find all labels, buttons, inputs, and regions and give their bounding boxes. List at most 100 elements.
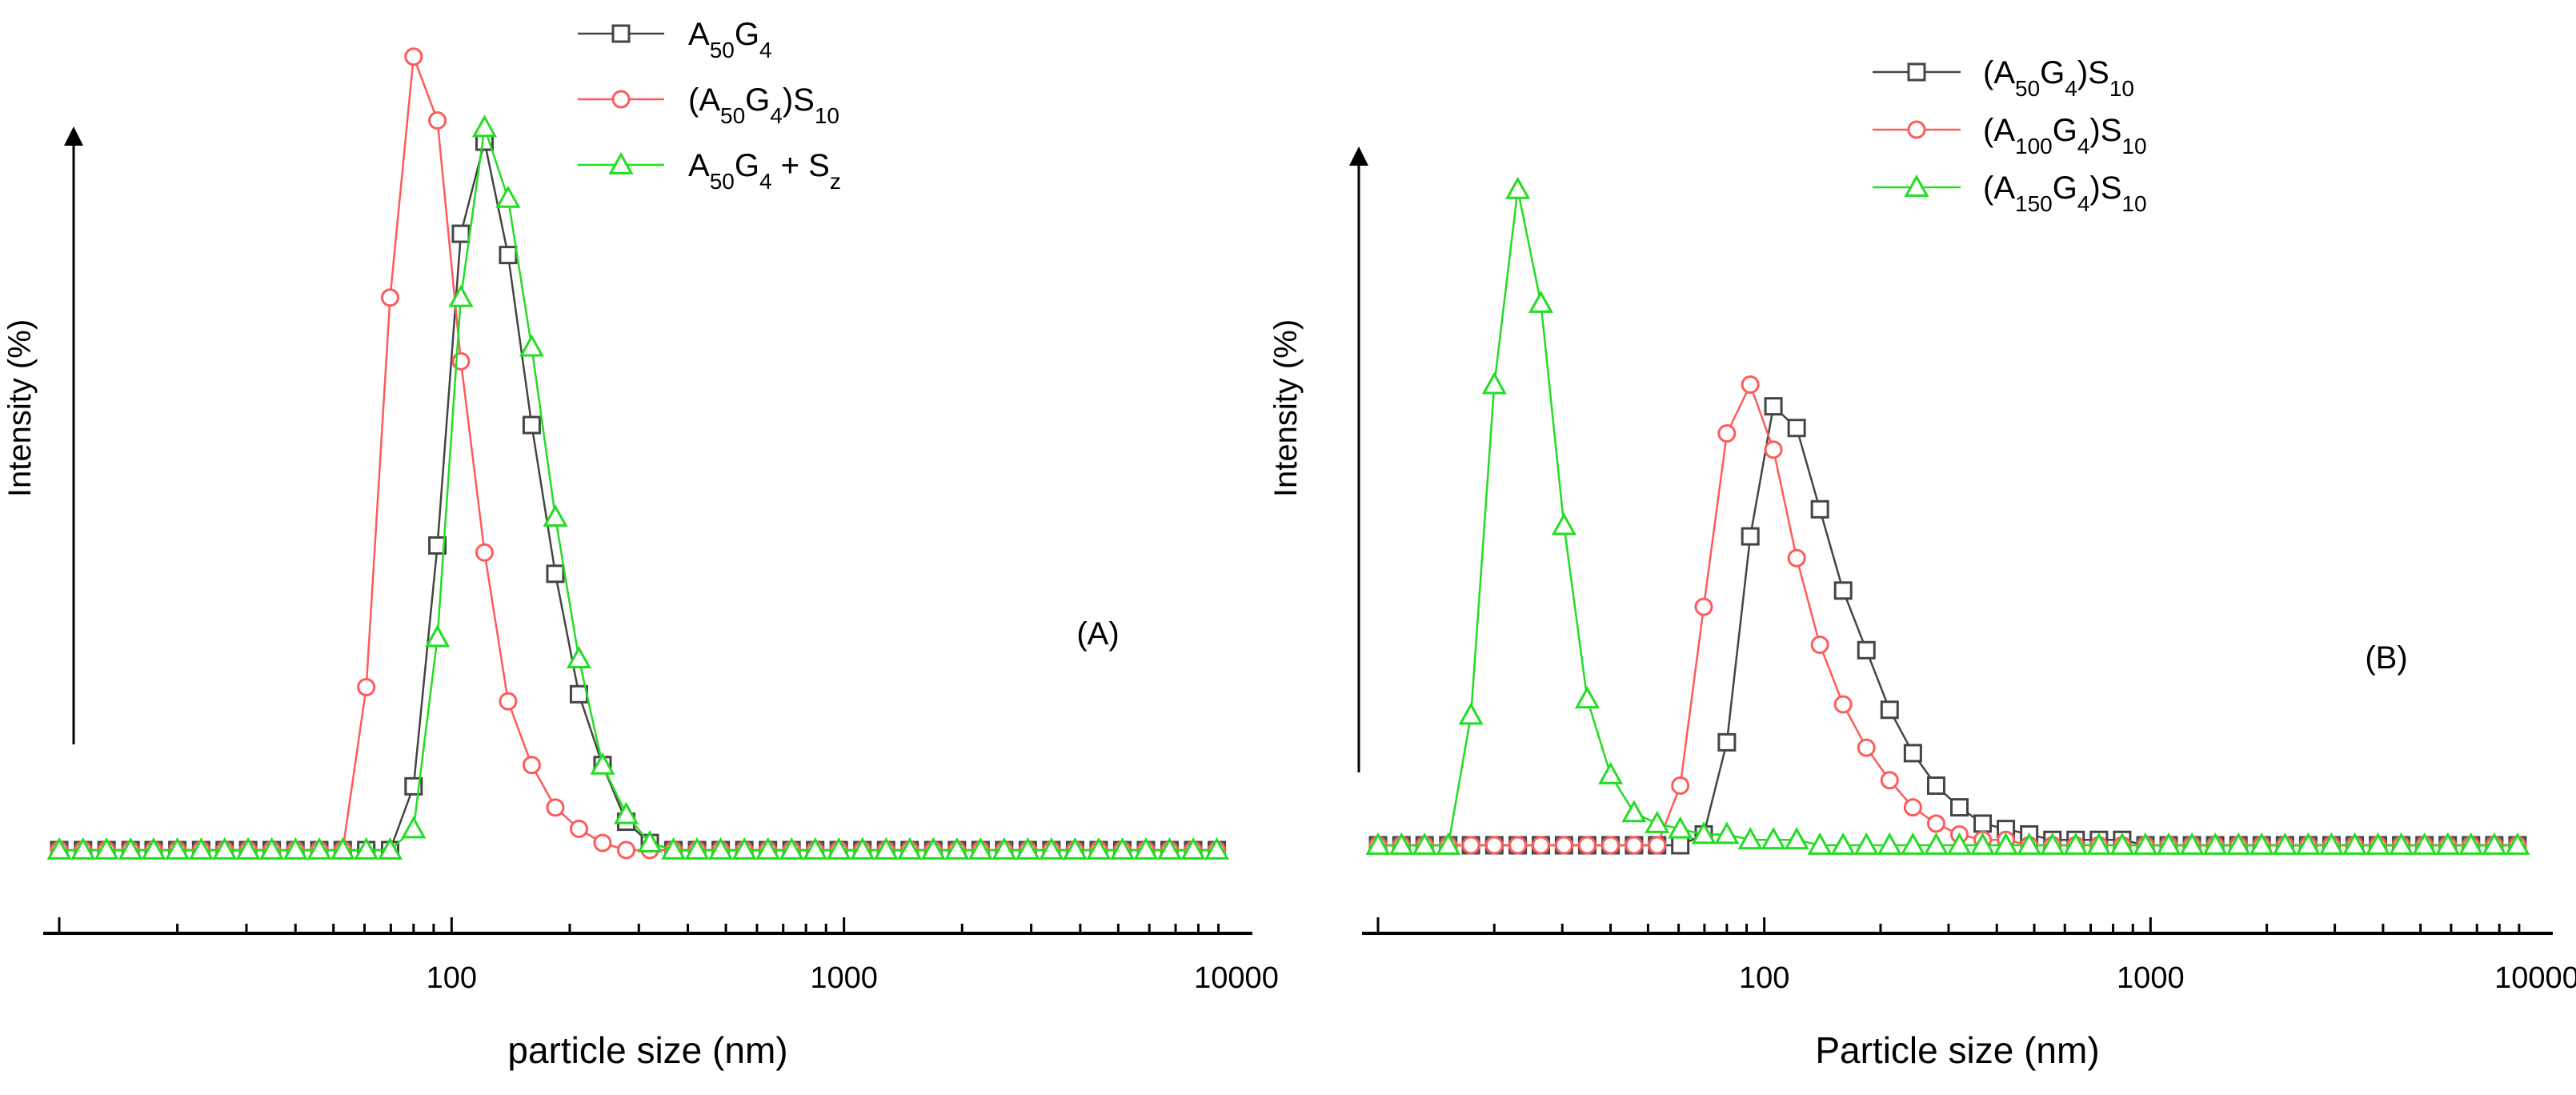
data-point [428, 110, 447, 130]
data-point [1784, 827, 1809, 850]
legend-label: A50G4 [688, 17, 772, 62]
y-axis-label: Intensity (%) [2, 319, 38, 497]
data-point [2109, 832, 2135, 855]
data-point [779, 836, 804, 860]
data-point [2156, 832, 2181, 855]
data-point [282, 836, 308, 860]
data-point [1694, 597, 1713, 616]
data-point [428, 535, 447, 555]
data-point [1551, 512, 1576, 535]
data-point [1810, 499, 1829, 519]
x-tick-label-10000: 10000 [1194, 961, 1279, 995]
data-point [992, 836, 1017, 860]
legend-label: (A50G4)S10 [1983, 55, 2134, 101]
data-point [2295, 832, 2321, 855]
data-point [731, 836, 757, 860]
data-point [2458, 832, 2484, 855]
legend-entry: (A50G4)S10 [1873, 55, 2134, 101]
data-point [2040, 832, 2065, 855]
data-point [590, 752, 615, 775]
series-a50g4 [50, 132, 1227, 860]
data-point [475, 543, 494, 562]
data-point [1668, 816, 1693, 839]
data-point [2063, 832, 2089, 855]
data-point [1365, 832, 1391, 855]
legend-label: A50G4 + Sz [688, 148, 841, 194]
data-point [1505, 176, 1531, 199]
data-point [1764, 440, 1783, 459]
series--a100g4-s10 [1368, 375, 2527, 855]
data-point [2318, 832, 2344, 855]
chart-panel-a: 100 1000 10000 particle size (nm) Intensity … [2, 17, 1279, 1071]
data-point [1481, 371, 1507, 395]
series-line [1378, 189, 2518, 847]
data-point [522, 415, 541, 435]
y-axis-label: Intensity (%) [1268, 319, 1304, 497]
data-point [1015, 836, 1040, 860]
data-point [1993, 832, 2019, 855]
data-point [2482, 832, 2507, 855]
legend-marker [1904, 174, 1929, 197]
series--a50g4-s10 [50, 47, 1227, 860]
series--a150g4-s10 [1365, 176, 2530, 855]
data-point [1807, 832, 1833, 855]
data-point [2366, 832, 2391, 855]
data-point [448, 284, 474, 307]
data-point [1973, 814, 1993, 833]
data-point [1880, 700, 1899, 720]
data-point [593, 833, 612, 852]
data-point [1877, 832, 1902, 855]
data-point [613, 801, 639, 824]
x-axis-label: particle size (nm) [507, 1029, 787, 1071]
series-line [1378, 404, 2518, 847]
data-point [850, 836, 875, 860]
data-point [1621, 800, 1647, 823]
data-point [1671, 836, 1690, 855]
data-point [1926, 776, 1945, 796]
x-tick-label-100: 100 [1739, 961, 1789, 995]
data-point [2179, 832, 2205, 855]
data-point [920, 836, 946, 860]
data-point [2412, 832, 2438, 855]
data-point [495, 185, 521, 208]
data-point [425, 624, 451, 648]
data-point [2505, 832, 2530, 855]
data-point [1810, 636, 1829, 655]
data-point [566, 645, 591, 668]
data-point [944, 836, 970, 860]
data-point [141, 836, 166, 860]
data-point [188, 836, 214, 860]
x-tick-label-10000: 10000 [2494, 961, 2576, 995]
data-point [1645, 810, 1670, 833]
data-point [1830, 832, 1856, 855]
data-point [1204, 836, 1230, 860]
data-point [1412, 832, 1437, 855]
data-point [1039, 836, 1064, 860]
data-point [1180, 836, 1206, 860]
data-point [519, 334, 544, 357]
panel-label: (B) [2365, 640, 2407, 676]
data-point [1554, 836, 1573, 855]
data-point [755, 836, 781, 860]
series-a50g4-sz [46, 114, 1230, 860]
data-point [2133, 832, 2158, 855]
data-point [546, 564, 565, 584]
data-point [2225, 832, 2251, 855]
data-point [1577, 836, 1596, 855]
data-point [1458, 702, 1484, 725]
data-point [235, 836, 261, 860]
data-point [1880, 771, 1899, 790]
data-point [968, 836, 993, 860]
data-point [212, 836, 238, 860]
legend-entry: A50G4 + Sz [578, 148, 841, 194]
data-point [1461, 836, 1480, 855]
data-point [617, 840, 636, 860]
series-line [59, 141, 1217, 852]
data-point [826, 836, 851, 860]
data-point [377, 836, 403, 860]
data-point [1528, 290, 1554, 313]
data-point [1903, 744, 1922, 763]
data-point [2342, 832, 2368, 855]
data-point [637, 830, 663, 853]
x-axis-label: Particle size (nm) [1815, 1029, 2099, 1071]
